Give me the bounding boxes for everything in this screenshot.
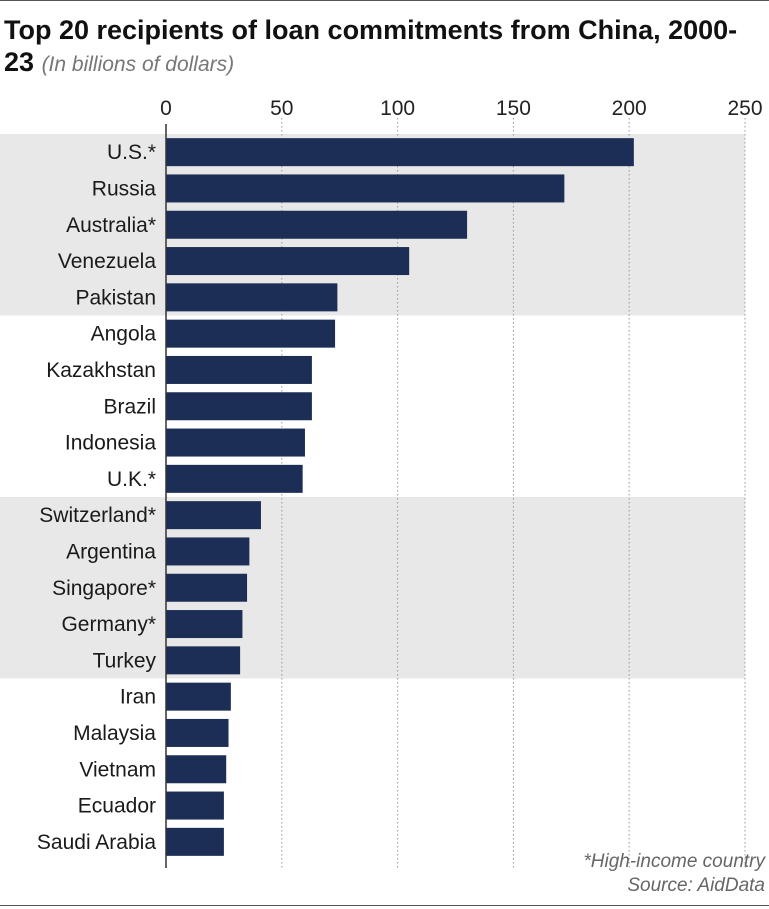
- footnote: *High-income country: [583, 851, 765, 872]
- top-rule: [0, 0, 769, 1]
- gridlines: [281, 118, 746, 868]
- bar: [166, 682, 231, 711]
- category-label: Turkey: [93, 649, 157, 672]
- x-tick-label: 200: [612, 97, 647, 120]
- row-band: [0, 497, 745, 679]
- bar: [166, 791, 224, 820]
- bar: [166, 610, 243, 639]
- bars: [166, 138, 634, 856]
- category-label: Kazakhstan: [46, 359, 156, 382]
- category-label: Singapore*: [52, 577, 156, 600]
- bar: [166, 319, 336, 348]
- category-label: Germany*: [61, 613, 156, 636]
- bar: [166, 138, 634, 167]
- category-label: Pakistan: [75, 286, 156, 309]
- bar: [166, 646, 241, 675]
- category-label: Russia: [92, 177, 157, 200]
- bar: [166, 718, 229, 747]
- x-tick-label: 250: [727, 97, 762, 120]
- category-label: Iran: [120, 686, 156, 709]
- bar: [166, 827, 224, 856]
- x-tick-label: 0: [160, 97, 172, 120]
- x-tick-label: 100: [380, 97, 415, 120]
- bar: [166, 247, 410, 276]
- category-label: Venezuela: [58, 250, 156, 273]
- bar: [166, 501, 261, 530]
- bar: [166, 464, 303, 493]
- category-label: Saudi Arabia: [37, 831, 156, 854]
- bar: [166, 392, 312, 421]
- chart-title-text: Top 20 recipients of loan commitments fr…: [4, 15, 738, 77]
- x-tick-label: 150: [496, 97, 531, 120]
- bar: [166, 210, 468, 239]
- x-axis-ticks: 0 50 100 150 200 250: [160, 97, 762, 120]
- category-label: Indonesia: [65, 432, 156, 455]
- bar: [166, 283, 338, 312]
- category-labels: U.S.* Russia Australia* Venezuela Pakistan An…: [37, 141, 157, 854]
- category-label: Vietnam: [79, 758, 156, 781]
- category-label: Malaysia: [73, 722, 156, 745]
- bar: [166, 355, 312, 384]
- chart-title: Top 20 recipients of loan commitments fr…: [4, 14, 764, 81]
- category-label: Argentina: [66, 540, 156, 563]
- category-label: Australia*: [66, 214, 156, 237]
- category-label: Switzerland*: [39, 504, 156, 527]
- category-label: Ecuador: [78, 795, 156, 818]
- category-label: U.S.*: [107, 141, 156, 164]
- category-label: Brazil: [103, 395, 156, 418]
- bottom-rule: [0, 905, 769, 906]
- bar: [166, 537, 250, 566]
- bar: [166, 573, 248, 602]
- category-label: U.K.*: [107, 468, 156, 491]
- bar: [166, 428, 305, 457]
- bar: [166, 755, 227, 784]
- source-note: Source: AidData: [627, 875, 765, 896]
- x-tick-label: 50: [270, 97, 293, 120]
- category-label: Angola: [91, 323, 157, 346]
- chart-subtitle: (In billions of dollars): [41, 53, 235, 76]
- bar: [166, 174, 565, 203]
